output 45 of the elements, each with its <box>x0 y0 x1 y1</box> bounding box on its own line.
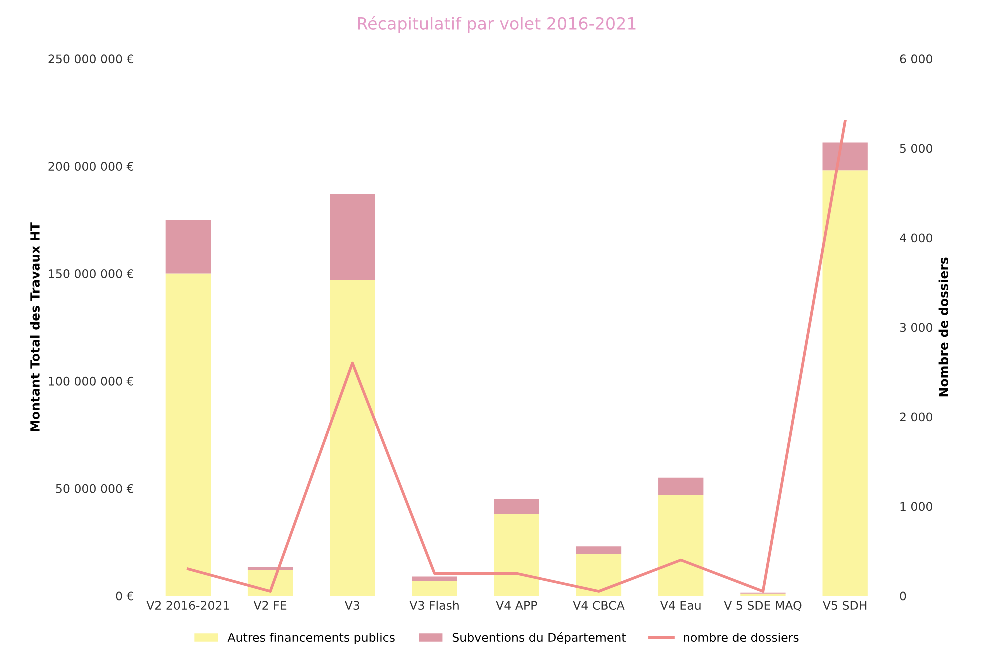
x-tick-label: V3 <box>344 601 360 610</box>
bar <box>576 546 622 554</box>
bar <box>658 495 704 596</box>
bar <box>248 567 294 570</box>
bar <box>494 514 540 596</box>
y-tick-label: 150 000 000 € <box>49 270 134 278</box>
y2-tick-label: 1 000 <box>900 502 932 512</box>
y2-tick-label: 4 000 <box>900 234 932 243</box>
y2-tick-label: 0 <box>900 592 906 601</box>
x-tick-label: V4 CBCA <box>573 601 625 610</box>
bar <box>494 499 540 514</box>
legend-label: nombre de dossiers <box>684 632 799 642</box>
x-tick-label: V4 Eau <box>660 601 701 610</box>
y-tick-label: 200 000 000 € <box>48 162 134 172</box>
y2-tick-label: 5 000 <box>900 144 932 154</box>
x-tick-label: V2 FE <box>254 601 287 610</box>
x-tick-label: V 5 SDE MAQ <box>724 601 802 612</box>
x-tick-label: V5 SDH <box>823 601 867 610</box>
legend-label: Subventions du Département <box>452 632 626 644</box>
bar <box>822 170 868 596</box>
bar <box>412 581 458 596</box>
x-tick-label: V2 2016-2021 <box>146 601 230 610</box>
bar <box>658 478 704 496</box>
y-tick-label: 250 000 000 € <box>48 54 134 64</box>
bar <box>412 576 458 582</box>
y2-tick-label: 2 000 <box>900 412 932 422</box>
bar <box>330 194 376 280</box>
x-tick-label: V4 APP <box>496 601 538 610</box>
y2-axis-title: Nombre de dossiers <box>938 258 948 397</box>
y2-tick-label: 6 000 <box>900 54 932 64</box>
y-tick-label: 100 000 000 € <box>49 376 134 386</box>
legend-label: Autres financements publics <box>228 632 395 644</box>
y-axis-title: Montant Total des Travaux HT <box>30 222 40 432</box>
chart-title: Récapitulatif par volet 2016-2021 <box>358 16 636 34</box>
line-series <box>187 120 847 593</box>
bar <box>740 594 786 596</box>
bar <box>822 142 868 171</box>
bar <box>330 280 376 596</box>
bar <box>166 220 212 274</box>
x-tick-label: V3 Flash <box>410 600 459 610</box>
bar <box>166 274 212 596</box>
y2-tick-label: 3 000 <box>900 323 932 332</box>
y-tick-label: 0 € <box>116 592 134 601</box>
bar <box>576 554 622 596</box>
y-tick-label: 50 000 000 € <box>56 484 134 494</box>
